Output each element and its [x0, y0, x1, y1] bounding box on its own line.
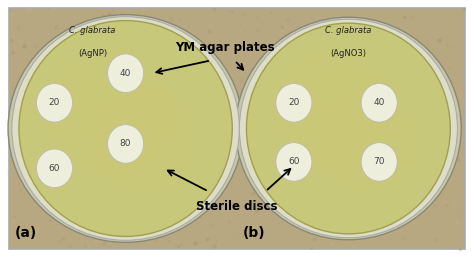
Text: (b): (b)	[242, 226, 265, 240]
Ellipse shape	[236, 17, 461, 240]
Ellipse shape	[47, 48, 175, 178]
Ellipse shape	[276, 143, 312, 181]
Text: Sterile discs: Sterile discs	[196, 200, 278, 213]
Text: 80: 80	[120, 139, 131, 149]
Text: 60: 60	[49, 164, 60, 173]
Ellipse shape	[73, 65, 159, 151]
Ellipse shape	[361, 84, 397, 122]
Ellipse shape	[12, 17, 239, 240]
Text: C. glabrata: C. glabrata	[325, 26, 372, 35]
Ellipse shape	[36, 84, 73, 122]
Ellipse shape	[273, 50, 395, 176]
Ellipse shape	[246, 23, 450, 234]
Text: YM agar plates: YM agar plates	[175, 41, 275, 54]
Ellipse shape	[19, 21, 232, 236]
Ellipse shape	[108, 125, 144, 163]
Ellipse shape	[36, 149, 73, 188]
Text: 20: 20	[288, 98, 300, 107]
Ellipse shape	[361, 143, 397, 181]
Text: 20: 20	[49, 98, 60, 107]
Text: 70: 70	[374, 157, 385, 167]
Ellipse shape	[91, 87, 198, 195]
Ellipse shape	[8, 15, 243, 242]
Ellipse shape	[276, 84, 312, 122]
Text: (AgNO3): (AgNO3)	[330, 49, 366, 58]
Text: 40: 40	[374, 98, 385, 107]
Text: (AgNP): (AgNP)	[78, 49, 107, 58]
Text: (a): (a)	[15, 226, 37, 240]
Text: 60: 60	[288, 157, 300, 167]
Ellipse shape	[239, 19, 457, 238]
Ellipse shape	[108, 54, 144, 93]
Ellipse shape	[316, 89, 418, 194]
Text: C. glabrata: C. glabrata	[69, 26, 116, 35]
Text: 40: 40	[120, 69, 131, 78]
Ellipse shape	[298, 66, 380, 150]
